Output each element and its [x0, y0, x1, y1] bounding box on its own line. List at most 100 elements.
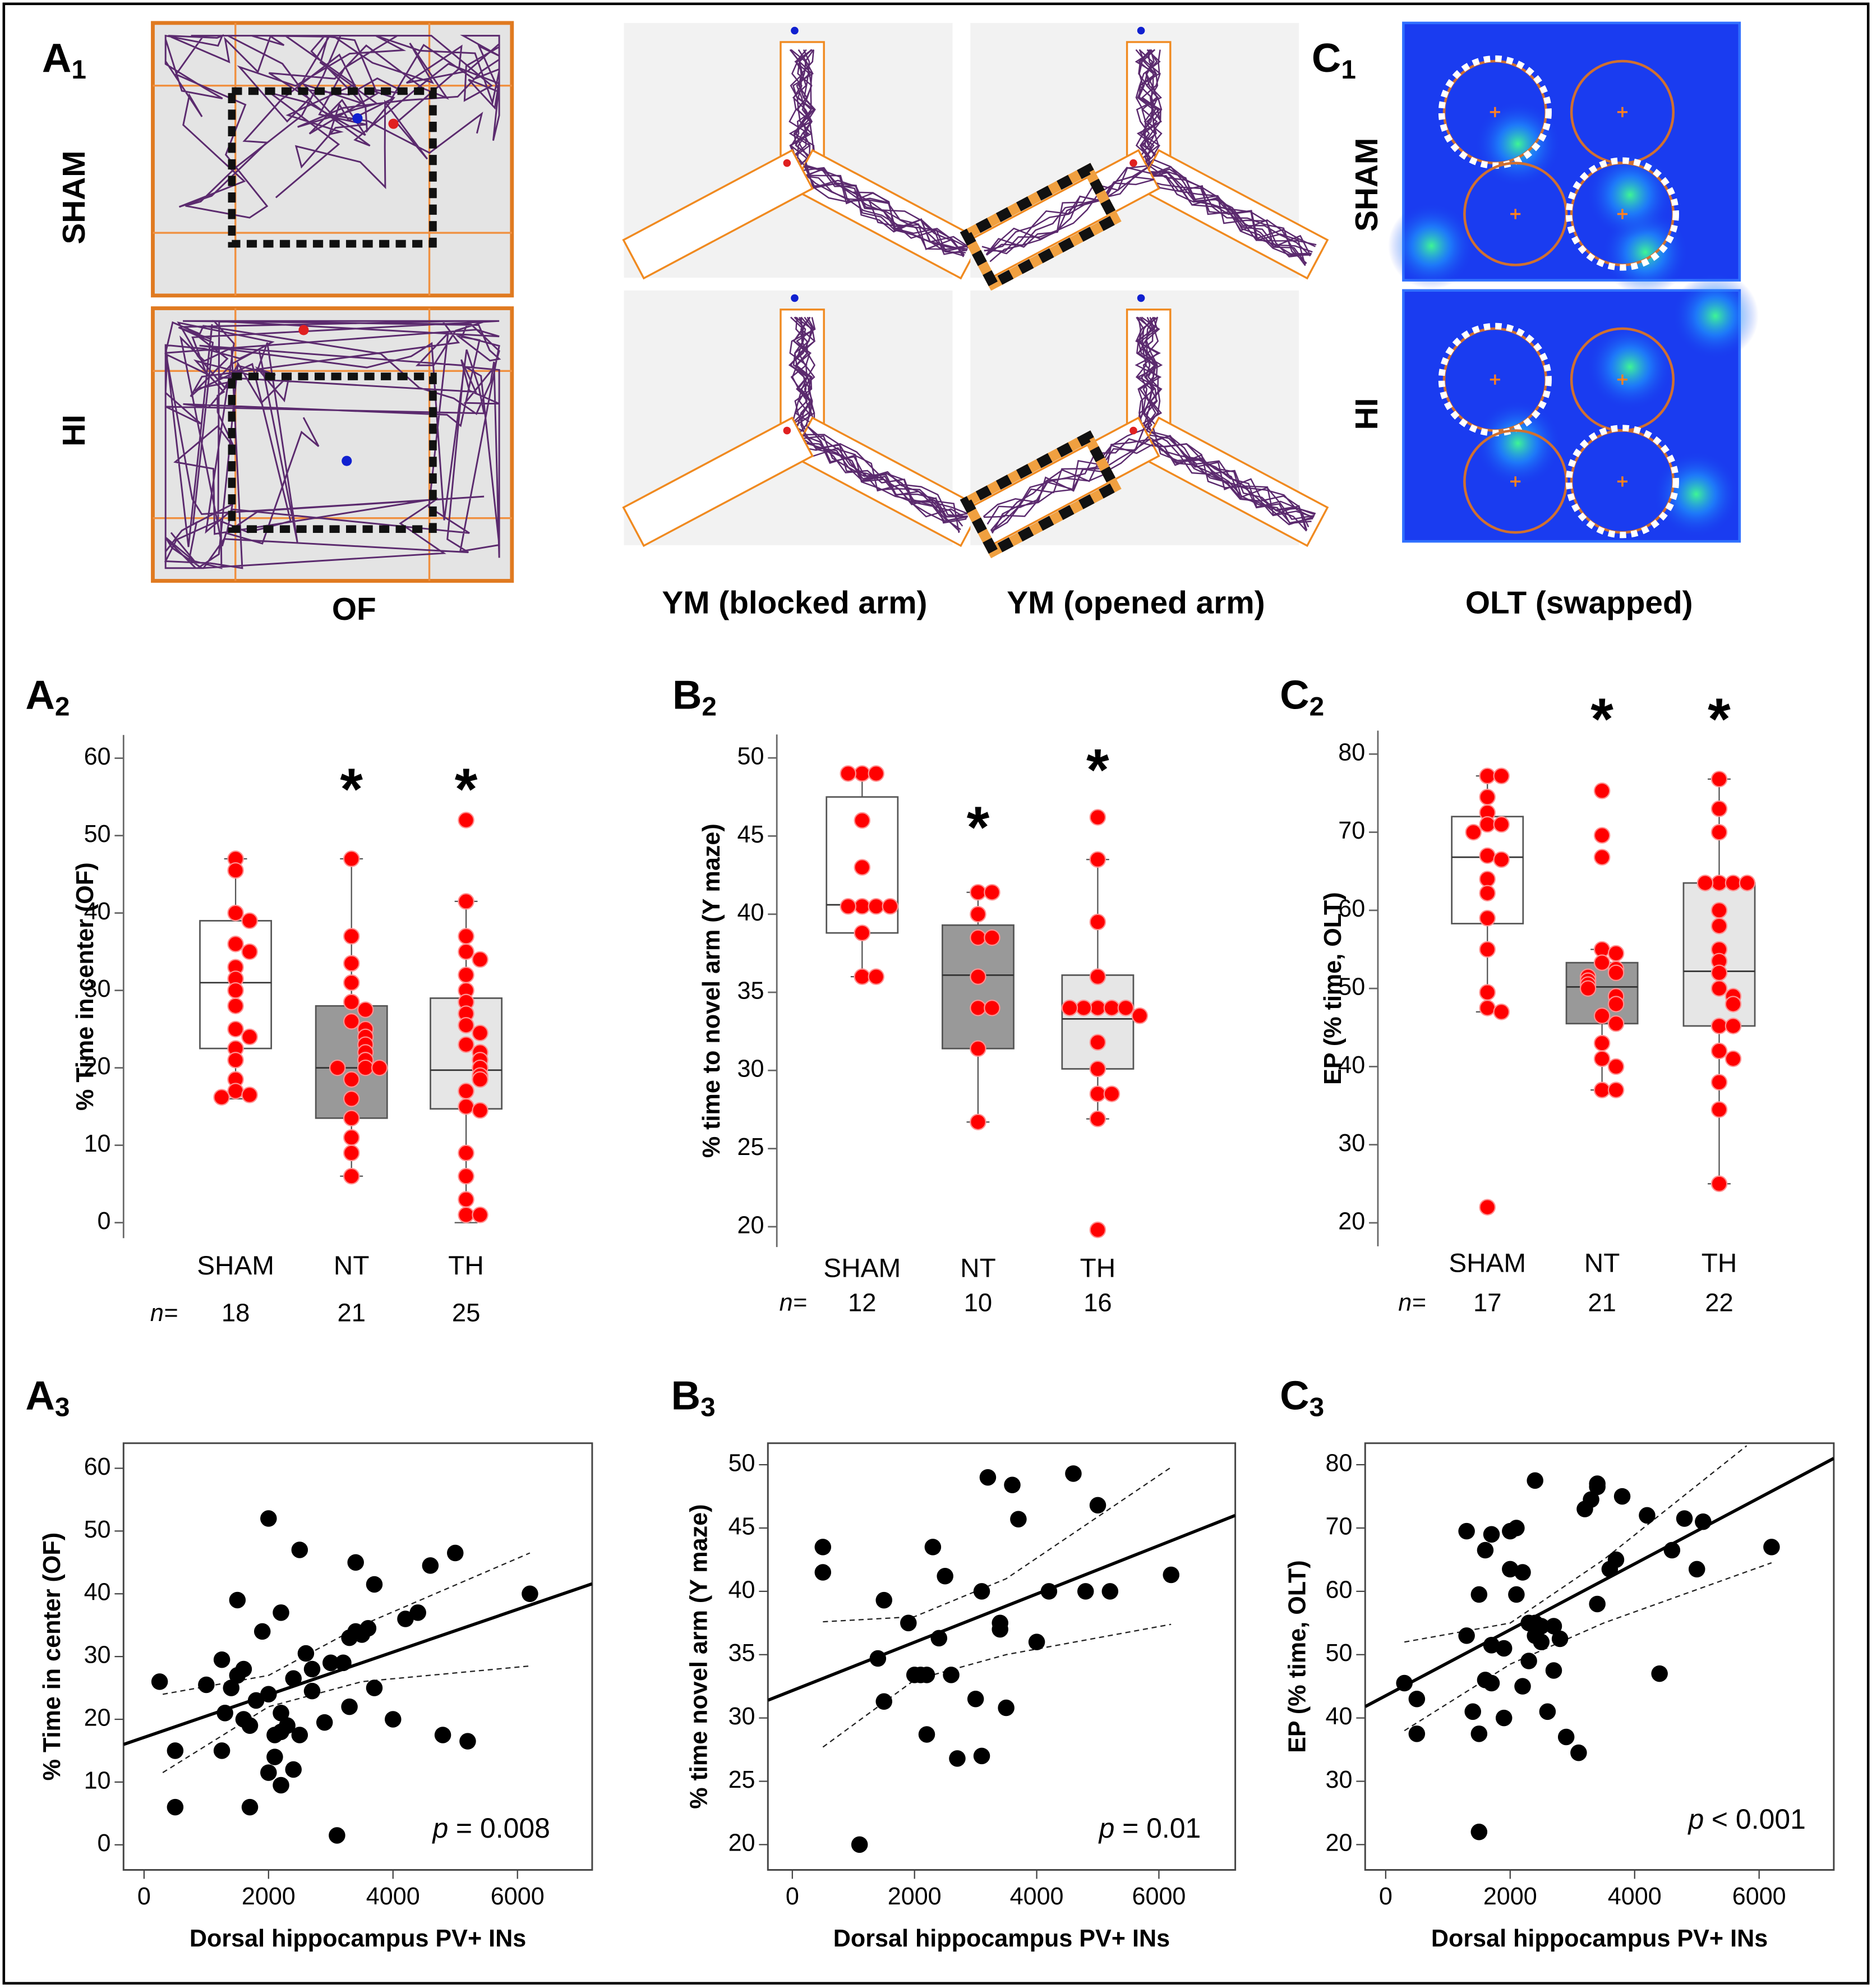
data-point — [918, 1726, 935, 1743]
data-point — [266, 1748, 283, 1765]
significance-star: * — [455, 756, 478, 822]
data-point — [1479, 767, 1496, 785]
n-label: n= — [1398, 1290, 1426, 1317]
data-point — [446, 1544, 464, 1562]
data-point — [1710, 1018, 1728, 1034]
data-point — [973, 1747, 990, 1765]
data-point — [1040, 1583, 1058, 1600]
n-value: 21 — [337, 1298, 366, 1327]
swapped-object — [1565, 157, 1679, 271]
start-dot — [791, 26, 799, 35]
panel-subscript: 2 — [1310, 692, 1325, 721]
x-tick-label: 4000 — [1608, 1883, 1662, 1910]
data-point — [1089, 1221, 1106, 1239]
panel-subscript: 3 — [55, 1392, 70, 1422]
data-point — [229, 1591, 246, 1609]
arm-outline — [622, 416, 814, 547]
data-point — [227, 862, 244, 879]
track — [801, 438, 967, 519]
panel-letter: C — [1280, 1373, 1309, 1418]
y-axis-label: EP (% time, OLT) — [1320, 892, 1347, 1084]
data-point — [1483, 1637, 1500, 1654]
data-point — [900, 1614, 917, 1632]
heatmap — [1402, 272, 1759, 543]
data-point — [1103, 1000, 1121, 1016]
data-point — [1607, 964, 1625, 982]
data-point — [854, 812, 871, 829]
maze-arm — [780, 309, 825, 438]
caption: YM (blocked arm) — [662, 586, 927, 621]
regression-line — [1365, 1457, 1834, 1708]
significance-star: * — [1708, 686, 1731, 752]
data-point — [1101, 1583, 1119, 1600]
track — [1144, 172, 1311, 256]
y-axis-label: % time novel arm (Y maze) — [685, 1504, 712, 1808]
confidence-band — [163, 1552, 531, 1695]
p-value: p = 0.01 — [1098, 1812, 1201, 1844]
data-point — [984, 883, 1000, 901]
category-label: TH — [1702, 1248, 1737, 1278]
track — [164, 34, 500, 219]
y-tick-label: 25 — [728, 1766, 755, 1793]
data-point — [343, 974, 360, 991]
data-point — [1089, 1000, 1106, 1016]
data-point — [1089, 913, 1106, 931]
panel-letter: B — [671, 1373, 700, 1418]
panel-letter: A — [25, 1373, 54, 1418]
y-tick-label: 0 — [98, 1830, 111, 1857]
caption: OF — [332, 592, 376, 627]
maze-arm — [1126, 41, 1172, 171]
panel-label: A3 — [25, 1373, 70, 1422]
row-label: SHAM — [1349, 138, 1385, 232]
data-point — [1514, 1678, 1531, 1695]
panel-letter: C — [1280, 673, 1309, 718]
center-zone — [228, 87, 437, 248]
data-point — [854, 968, 871, 985]
start-dot — [342, 455, 352, 466]
data-point — [235, 1660, 252, 1678]
data-point — [943, 1667, 960, 1683]
data-point — [227, 1020, 244, 1038]
heat-blob — [1587, 323, 1673, 411]
heat-blob — [1388, 203, 1475, 289]
data-point — [1593, 1007, 1611, 1024]
heatmap — [1388, 21, 1741, 296]
data-point — [216, 1705, 233, 1722]
p-text: = 0.01 — [1122, 1812, 1201, 1844]
track — [799, 174, 965, 257]
data-point — [1479, 984, 1496, 1001]
data-point — [1408, 1725, 1426, 1742]
track — [984, 167, 1151, 252]
confidence-band — [1404, 1562, 1772, 1732]
data-point — [851, 1836, 868, 1853]
x-tick-label: 6000 — [1132, 1883, 1186, 1910]
confidence-band — [822, 1623, 1172, 1748]
data-point — [973, 1583, 990, 1600]
y-tick-label: 25 — [737, 1134, 764, 1161]
n-value: 10 — [964, 1288, 993, 1317]
x-tick-label: 6000 — [491, 1883, 545, 1910]
data-point — [1607, 996, 1625, 1013]
y-tick-label: 30 — [84, 975, 111, 1002]
y-tick-label: 10 — [84, 1767, 111, 1794]
data-point — [357, 1001, 374, 1018]
data-point — [273, 1604, 289, 1621]
data-point — [984, 1000, 1000, 1016]
panel-label: B3 — [671, 1373, 716, 1422]
data-point — [343, 1129, 360, 1146]
regression-line — [123, 1582, 592, 1746]
center-zone — [228, 372, 437, 533]
object-center — [1617, 374, 1628, 385]
track — [1136, 49, 1163, 170]
track — [790, 317, 814, 438]
data-point — [937, 1568, 953, 1585]
data-point — [1089, 851, 1106, 868]
data-point — [1710, 964, 1728, 982]
y-tick-label: 40 — [1338, 1052, 1365, 1079]
object-zone — [1463, 429, 1568, 534]
data-point — [1493, 816, 1510, 833]
data-point — [1477, 1541, 1494, 1559]
data-point — [1089, 1110, 1106, 1128]
p-value: p < 0.001 — [1687, 1803, 1805, 1835]
track — [1145, 175, 1316, 247]
